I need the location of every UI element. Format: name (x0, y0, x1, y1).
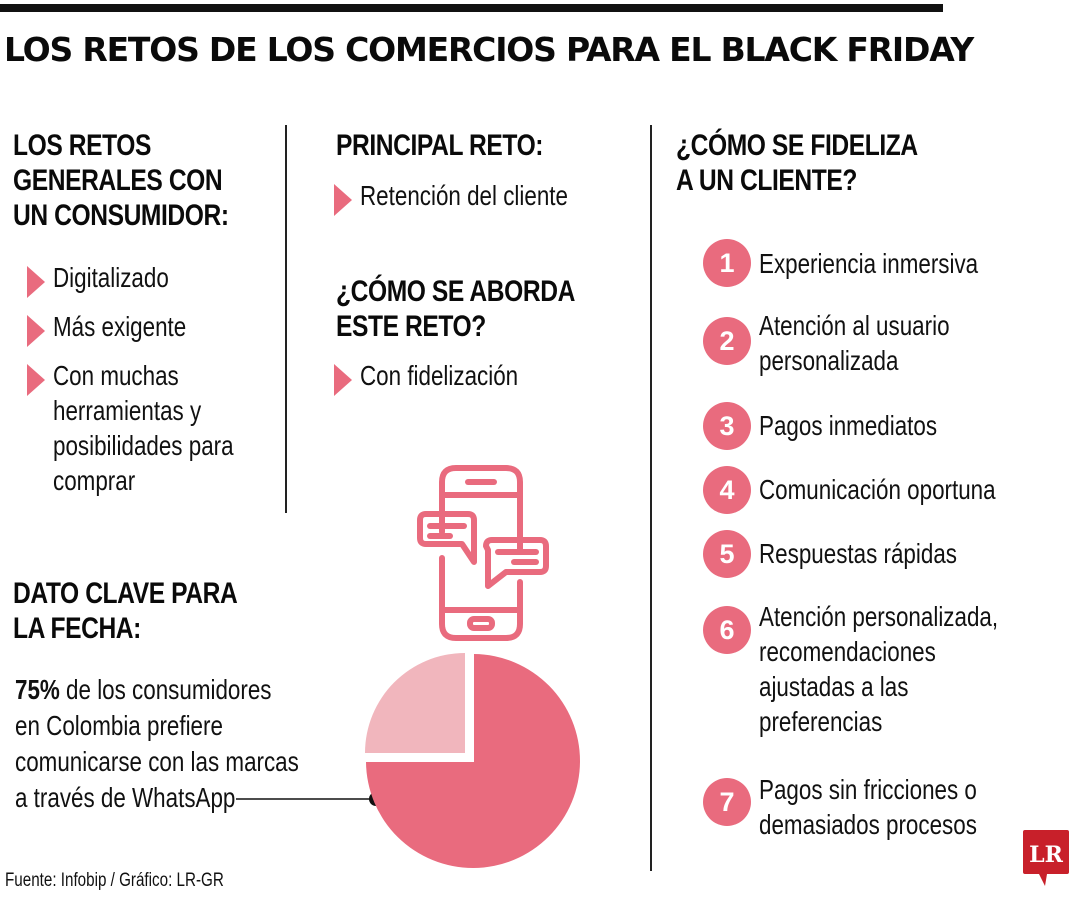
list-item-text: Más exigente (53, 311, 187, 342)
pie-slice-others (365, 653, 465, 753)
number-badge: 6 (703, 606, 751, 654)
approach-list: Con fidelización (332, 358, 558, 396)
left-heading: LOS RETOS GENERALES CON UN CONSUMIDOR: (13, 128, 229, 233)
key-fact-heading: DATO CLAVE PARA LA FECHA: (13, 576, 238, 646)
principal-list: Retención del cliente (332, 178, 620, 216)
number-badge: 4 (703, 466, 751, 514)
key-fact-text: 75% de los consumidores en Colombia pref… (15, 672, 299, 816)
number-badge: 5 (703, 530, 751, 578)
heading-line: PRINCIPAL RETO: (336, 129, 544, 162)
lr-logo-icon: LR (1023, 830, 1069, 886)
heading-line: A UN CLIENTE? (676, 164, 857, 197)
phone-chat-icon (417, 465, 549, 641)
number-badge: 2 (703, 317, 751, 365)
pie-chart (365, 653, 580, 868)
list-item-text: Pagos inmediatos (759, 410, 938, 441)
list-item: Retención del cliente (332, 178, 620, 216)
heading-line: UN CONSUMIDOR: (13, 199, 229, 232)
number-badge: 1 (703, 239, 751, 287)
stat-line: comunicarse con las marcas (15, 746, 299, 777)
stat-highlight: 75% (15, 674, 60, 705)
list-item-text: Comunicación oportuna (759, 474, 996, 505)
list-item-text: Pagos sin fricciones o demasiados proces… (759, 774, 977, 840)
approach-heading: ¿CÓMO SE ABORDA ESTE RETO? (336, 274, 575, 344)
list-item-text: Atención al usuario personalizada (759, 310, 950, 376)
divider-right (650, 125, 652, 871)
heading-line: DATO CLAVE PARA (13, 577, 238, 610)
triangle-bullet-icon (334, 364, 352, 396)
challenges-list: Digitalizado Más exigente Con muchas her… (25, 260, 279, 498)
list-item-text: Con fidelización (360, 360, 519, 391)
list-item-text: Experiencia inmersiva (759, 248, 979, 279)
list-item: Digitalizado (25, 260, 279, 298)
list-item-text: Respuestas rápidas (759, 538, 957, 569)
heading-line: ESTE RETO? (336, 310, 486, 343)
list-item-text: Retención del cliente (360, 180, 568, 211)
list-item-text: herramientas y (53, 395, 202, 426)
triangle-bullet-icon (334, 184, 352, 216)
heading-line: ¿CÓMO SE ABORDA (336, 275, 575, 308)
list-item-text: comprar (53, 465, 136, 496)
principal-heading: PRINCIPAL RETO: (336, 128, 543, 163)
source-credit: Fuente: Infobip / Gráfico: LR-GR (5, 870, 224, 891)
number-badge: 3 (703, 402, 751, 450)
triangle-bullet-icon (27, 364, 45, 396)
divider-left (285, 125, 287, 513)
list-item: Con fidelización (332, 358, 558, 396)
list-item-text: posibilidades para (53, 430, 234, 461)
heading-line: LOS RETOS (13, 129, 152, 162)
top-rule (0, 4, 943, 12)
heading-line: GENERALES CON (13, 164, 223, 197)
stat-line: en Colombia prefiere (15, 710, 223, 741)
triangle-bullet-icon (27, 266, 45, 298)
heading-line: LA FECHA: (13, 612, 141, 645)
svg-text:LR: LR (1029, 842, 1063, 868)
stat-line: de los consumidores (59, 674, 272, 705)
number-badge: 7 (703, 778, 751, 826)
list-item-text: Atención personalizada, recomendaciones … (759, 601, 999, 737)
stat-line: a través de WhatsApp (15, 782, 236, 813)
page-title: LOS RETOS DE LOS COMERCIOS PARA EL BLACK… (4, 30, 974, 69)
list-item: Con muchas herramientas y posibilidades … (25, 358, 279, 498)
list-item: Más exigente (25, 309, 279, 347)
triangle-bullet-icon (27, 315, 45, 347)
heading-line: ¿CÓMO SE FIDELIZA (676, 129, 918, 162)
pie-slice-whatsapp (366, 654, 580, 868)
list-item-text: Con muchas (53, 360, 179, 391)
right-heading: ¿CÓMO SE FIDELIZA A UN CLIENTE? (676, 128, 918, 198)
list-item-text: Digitalizado (53, 262, 169, 293)
